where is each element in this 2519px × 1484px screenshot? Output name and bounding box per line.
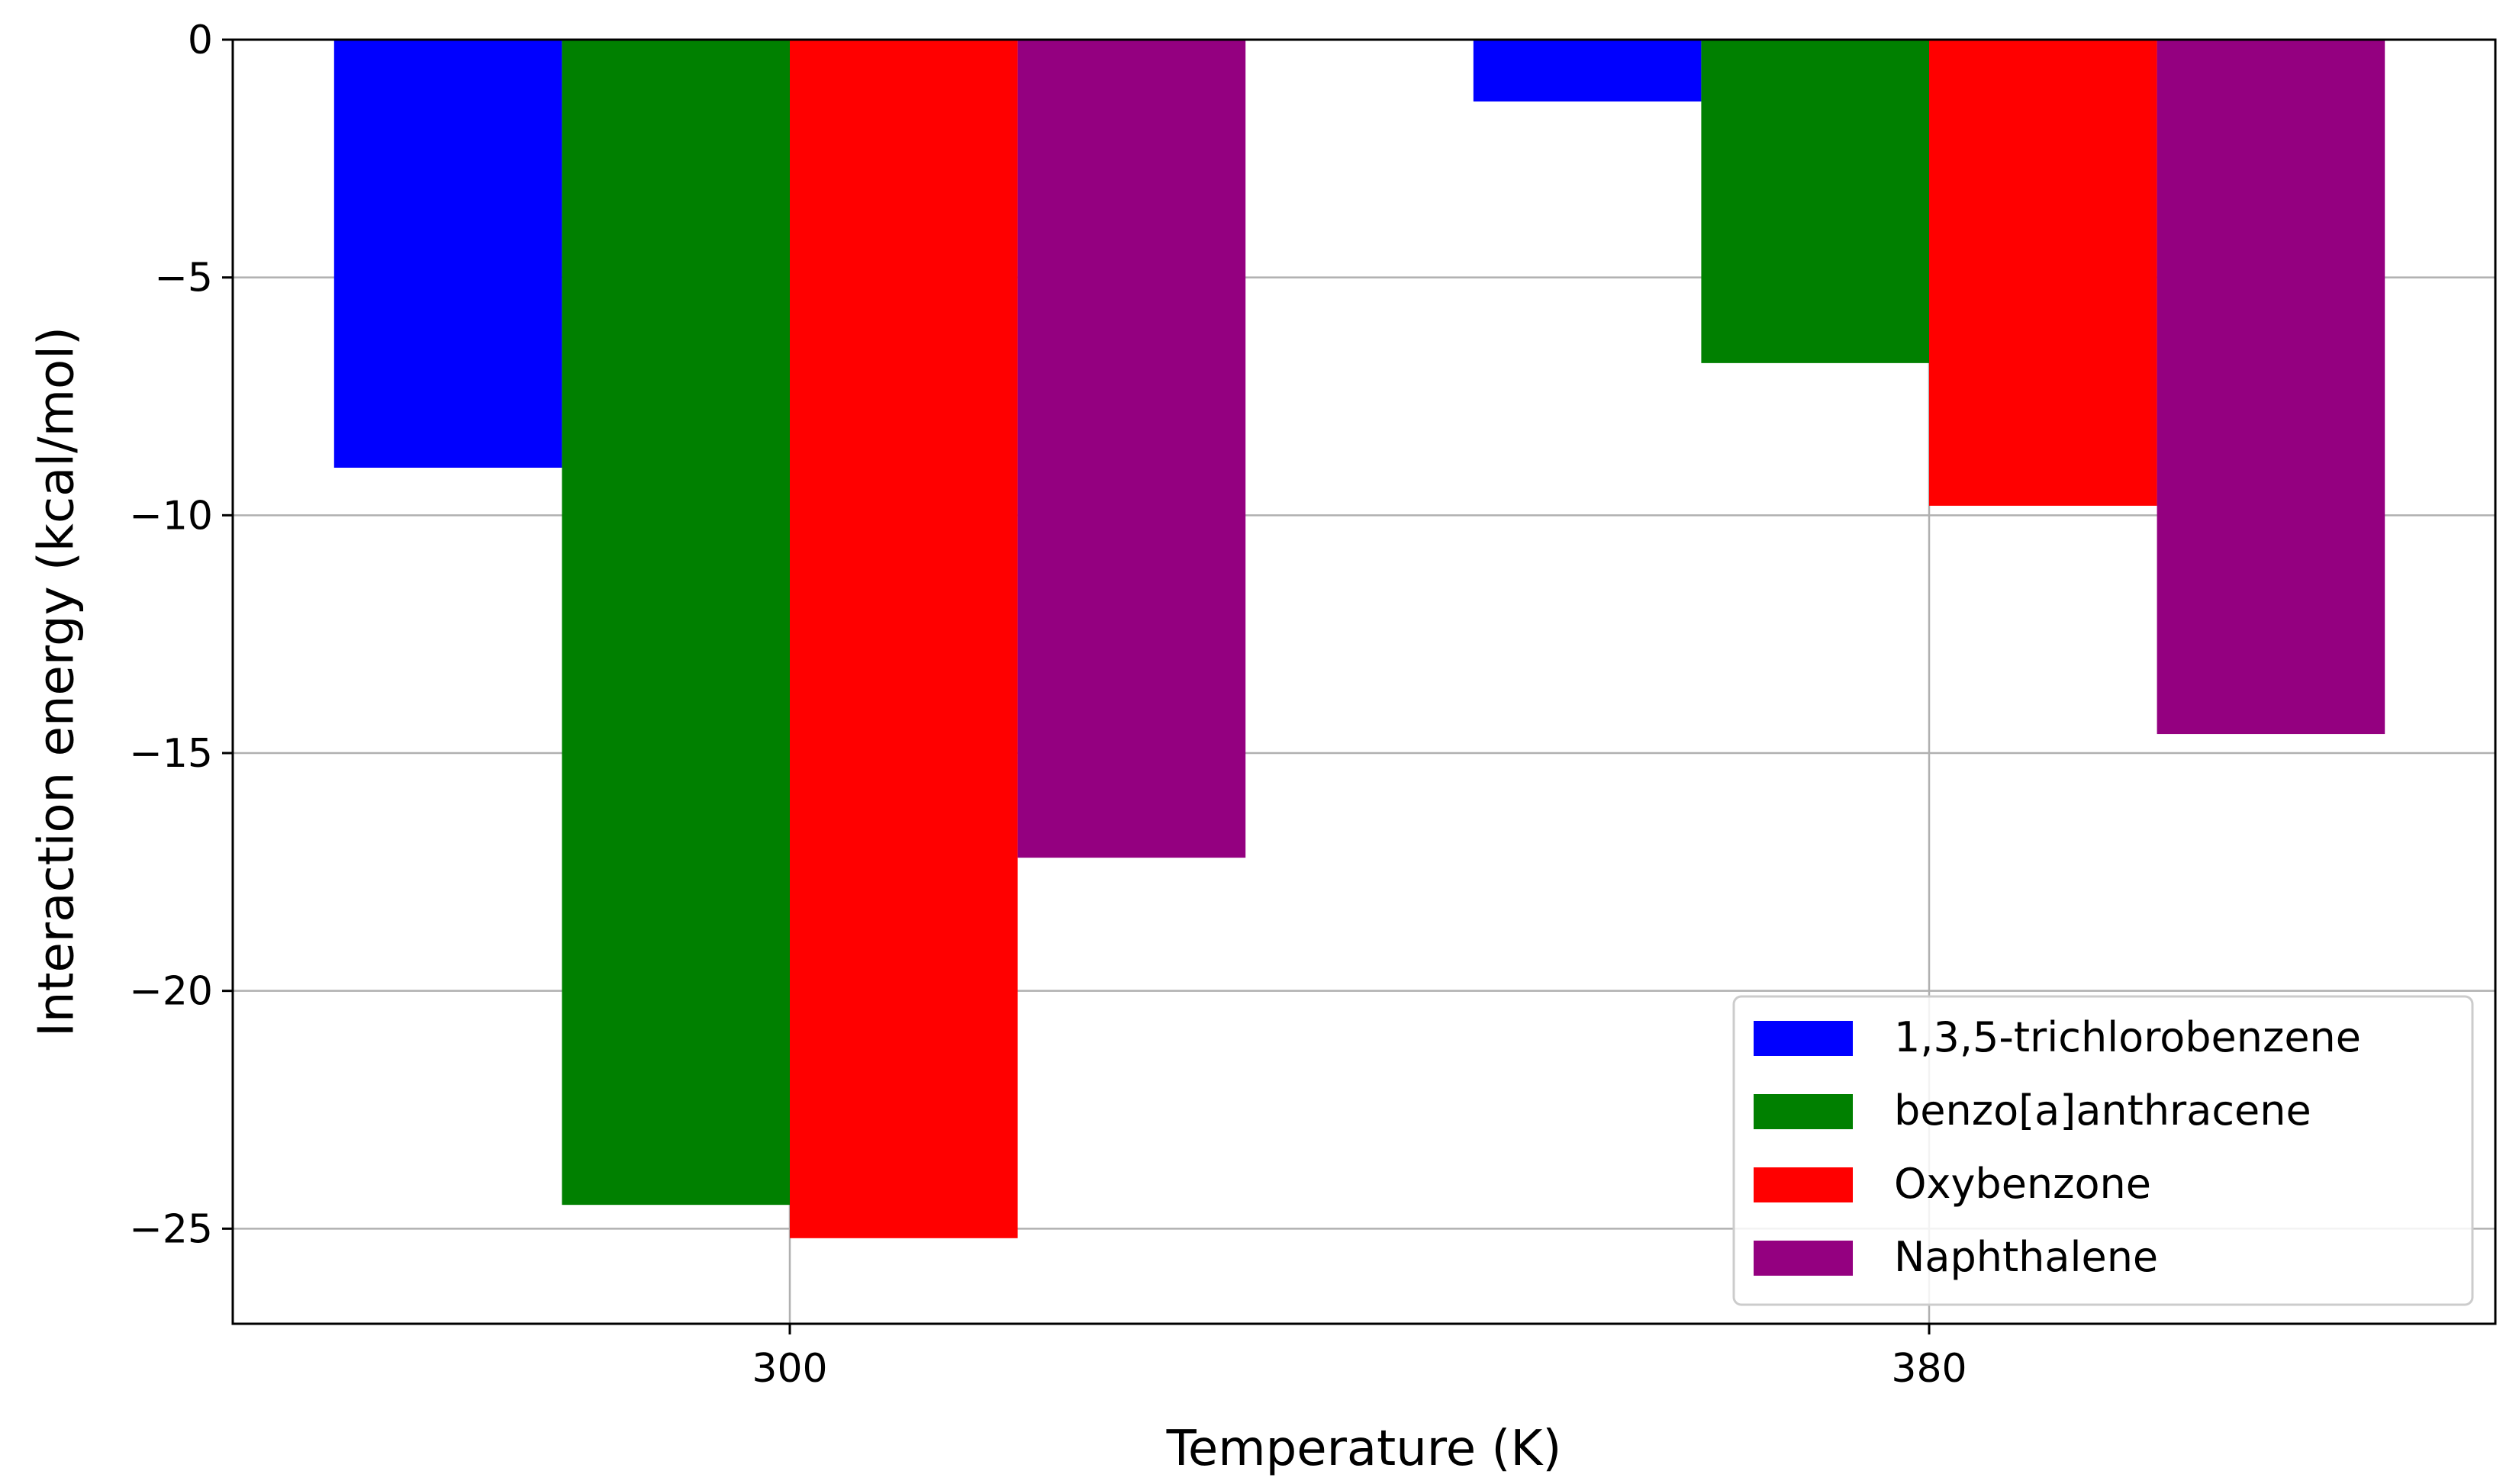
legend: 1,3,5-trichlorobenzene benzo[a]anthracene… [1732, 995, 2474, 1306]
bar-1-3-5-trichlorobenzene-380 [1473, 40, 1702, 102]
bar-oxybenzone-300 [790, 40, 1018, 1238]
y-tick-label: −5 [154, 256, 213, 301]
bar-1-3-5-trichlorobenzene-300 [333, 40, 562, 468]
y-tick-label: −15 [129, 731, 213, 777]
legend-swatch [1754, 1094, 1853, 1129]
legend-swatch [1754, 1021, 1853, 1056]
x-tick-label: 380 [1891, 1346, 1967, 1392]
plot-area-frame [231, 38, 2497, 1325]
y-tick-label: −10 [129, 493, 213, 539]
legend-label: 1,3,5-trichlorobenzene [1894, 1013, 2361, 1061]
bar-benzo-a-anthracene-300 [562, 40, 790, 1206]
axis-ticks: 0 −5 −10 −15 −20 −25 300 380 [129, 18, 1967, 1392]
bar-oxybenzone-380 [1929, 40, 2157, 506]
y-axis-label: Interaction energy (kcal/mol) [29, 327, 85, 1037]
bar-benzo-a-anthracene-380 [1701, 40, 1929, 363]
x-tick-label: 300 [752, 1346, 827, 1392]
y-tick-label: −25 [129, 1206, 213, 1252]
legend-box [1732, 995, 2474, 1306]
legend-label: benzo[a]anthracene [1894, 1086, 2311, 1135]
legend-label: Naphthalene [1894, 1233, 2158, 1281]
legend-label: Oxybenzone [1894, 1160, 2151, 1208]
legend-swatch [1754, 1167, 1853, 1202]
x-axis-label: Temperature (K) [1166, 1421, 1562, 1477]
legend-swatch [1754, 1241, 1853, 1276]
bar-naphthalene-380 [2157, 40, 2385, 735]
bar-series [333, 40, 2385, 1238]
bar-naphthalene-300 [1017, 40, 1246, 858]
y-tick-label: 0 [188, 18, 213, 63]
y-tick-label: −20 [129, 969, 213, 1015]
